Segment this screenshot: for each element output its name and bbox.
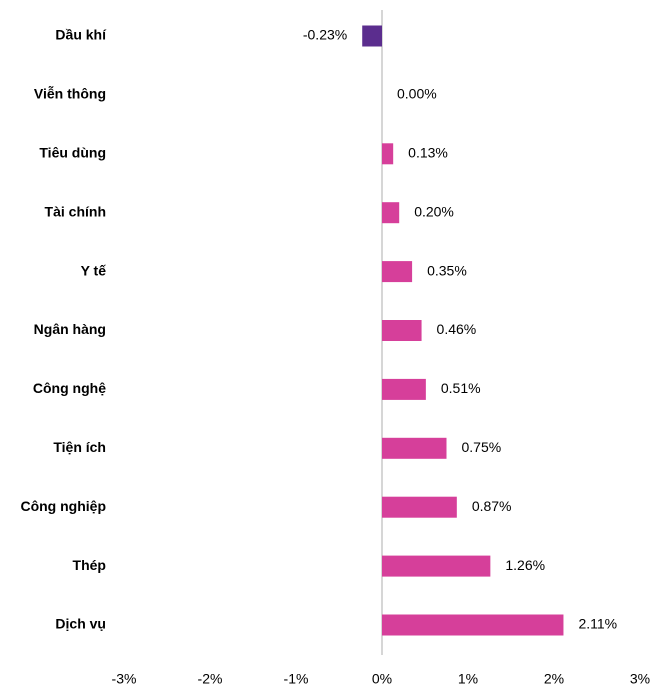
x-tick-label: 0%	[372, 671, 392, 687]
value-label: 0.20%	[414, 203, 454, 219]
x-tick-label: -2%	[198, 671, 223, 687]
value-label: 0.51%	[441, 380, 481, 396]
value-label: 2.11%	[578, 616, 617, 632]
value-label: 0.13%	[408, 145, 448, 161]
bar	[362, 25, 382, 47]
bar	[382, 496, 457, 518]
category-label: Y tế	[81, 262, 107, 278]
value-label: 0.00%	[397, 86, 437, 102]
category-label: Tiện ích	[53, 439, 106, 455]
bar	[382, 555, 491, 577]
category-label: Dầu khí	[55, 27, 107, 43]
value-label: 0.35%	[427, 262, 467, 278]
bar	[382, 143, 394, 165]
bar	[382, 261, 413, 283]
category-label: Tiêu dùng	[39, 145, 106, 161]
x-tick-label: -1%	[284, 671, 309, 687]
bar	[382, 320, 422, 341]
category-label: Dịch vụ	[55, 616, 106, 632]
category-label: Viễn thông	[34, 86, 106, 102]
bar	[382, 437, 447, 459]
category-label: Tài chính	[45, 203, 106, 219]
value-label: 0.75%	[462, 439, 502, 455]
x-tick-label: -3%	[112, 671, 137, 687]
value-label: 1.26%	[505, 557, 545, 573]
category-label: Công nghiệp	[20, 498, 106, 514]
x-tick-label: 3%	[630, 671, 650, 687]
value-label: 0.87%	[472, 498, 512, 514]
bar	[382, 614, 564, 636]
x-tick-label: 2%	[544, 671, 564, 687]
value-label: -0.23%	[303, 27, 347, 43]
category-label: Công nghệ	[33, 380, 106, 396]
category-label: Thép	[73, 557, 106, 573]
category-label: Ngân hàng	[34, 321, 106, 337]
bar	[382, 378, 426, 400]
value-label: 0.46%	[437, 321, 477, 337]
bar	[382, 202, 400, 224]
x-tick-label: 1%	[458, 671, 478, 687]
